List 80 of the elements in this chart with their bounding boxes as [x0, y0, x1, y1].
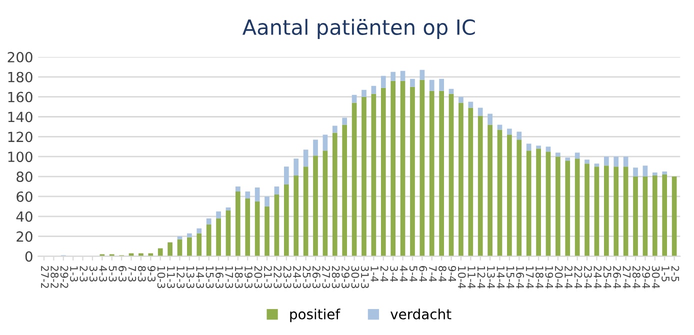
y-tick-label: 20 [16, 231, 32, 242]
x-tick-label: 21-3 [264, 266, 272, 288]
x-tick-label: 18-4 [536, 266, 544, 288]
x-tick-label: 27-4 [622, 266, 631, 288]
x-tick-label: 19-3 [244, 266, 252, 288]
x-tick-label: 8-3 [138, 266, 146, 282]
x-tick-label: 24-3 [293, 266, 301, 288]
x-tick-label: 24-4 [594, 266, 602, 288]
x-tick-label: 4-4 [400, 266, 408, 282]
x-tick-label: 23-3 [283, 266, 292, 288]
x-tick-label: 26-4 [613, 266, 621, 288]
x-tick-label: 1-3 [70, 266, 78, 282]
x-tick-label: 2-5 [671, 266, 680, 282]
x-tick-label: 14-4 [496, 266, 504, 288]
y-tick-label: 160 [8, 92, 32, 102]
y-tick-label: 200 [8, 52, 32, 62]
x-tick-label: 11-4 [468, 266, 476, 288]
x-tick-label: 6-4 [419, 266, 428, 282]
x-tick-label: 20-4 [554, 266, 563, 288]
x-tick-label: 3-3 [89, 266, 98, 282]
x-tick-label: 13-4 [487, 266, 495, 288]
y-tick-label: 140 [8, 112, 32, 122]
x-tick-label: 9-3 [148, 266, 156, 282]
x-tick-label: 6-3 [118, 266, 126, 282]
x-tick-label: 17-3 [225, 266, 234, 288]
x-tick-label: 16-4 [516, 266, 524, 288]
chart-title: Aantal patiënten op IC [242, 18, 475, 40]
x-tick-label: 29-2 [60, 266, 68, 288]
x-tick-label: 28-3 [332, 266, 340, 288]
x-tick-label: 27-3 [322, 266, 330, 288]
x-tick-label: 1-4 [370, 266, 378, 282]
x-tick-label: 21-4 [564, 266, 572, 288]
x-tick-label: 10-4 [458, 266, 466, 288]
x-tick-label: 18-3 [234, 266, 243, 288]
y-tick-label: 180 [8, 72, 32, 82]
x-tick-label: 12-3 [176, 266, 185, 288]
x-tick-label: 22-4 [574, 266, 582, 288]
x-tick-label: 1-5 [662, 266, 670, 282]
x-tick-label: 11-3 [167, 266, 175, 288]
y-tick-label: 60 [16, 191, 32, 202]
x-tick-label: 26-3 [312, 266, 320, 288]
legend-label: verdacht [390, 308, 452, 320]
x-tick-label: 25-3 [302, 266, 311, 288]
x-tick-label: 25-4 [603, 266, 612, 288]
x-tick-label: 9-4 [448, 266, 456, 282]
y-tick-label: 100 [8, 152, 32, 162]
x-tick-label: 4-3 [99, 266, 108, 282]
x-tick-label: 28-4 [632, 266, 640, 288]
x-tick-label: 8-4 [438, 266, 446, 282]
x-tick-label: 7-3 [128, 266, 136, 282]
x-tick-label: 16-3 [216, 266, 224, 288]
x-tick-label: 30-3 [351, 266, 360, 288]
x-tick-label: 20-3 [254, 266, 262, 288]
x-tick-label: 5-4 [409, 266, 418, 282]
y-tick-label: 40 [16, 211, 32, 222]
x-tick-label: 28-2 [50, 266, 59, 288]
x-tick-label: 2-4 [380, 266, 388, 282]
x-tick-label: 3-4 [390, 266, 398, 282]
x-tick-label: 7-4 [429, 266, 437, 282]
x-tick-label: 30-4 [652, 266, 660, 288]
x-tick-label: 5-3 [108, 266, 117, 282]
x-tick-label: 17-4 [526, 266, 534, 288]
x-tick-label: 31-3 [360, 266, 369, 288]
x-tick-label: 19-4 [545, 266, 554, 288]
x-tick-label: 14-3 [196, 266, 204, 288]
y-tick-label: 80 [16, 172, 32, 182]
x-tick-label: 10-3 [157, 266, 166, 288]
x-tick-label: 15-4 [506, 266, 514, 288]
x-tick-label: 29-4 [642, 266, 650, 288]
y-tick-label: 0 [25, 251, 32, 262]
x-tick-label: 2-3 [80, 266, 88, 282]
x-tick-label: 22-3 [274, 266, 282, 288]
x-tick-label: 23-4 [584, 266, 592, 288]
x-tick-label: 12-4 [477, 266, 486, 288]
x-tick-label: 27-2 [41, 266, 49, 288]
x-tick-label: 13-3 [186, 266, 194, 288]
y-tick-label: 120 [8, 132, 32, 142]
legend-label: positief [290, 308, 340, 322]
x-tick-label: 15-3 [206, 266, 214, 288]
x-tick-label: 29-3 [342, 266, 350, 288]
